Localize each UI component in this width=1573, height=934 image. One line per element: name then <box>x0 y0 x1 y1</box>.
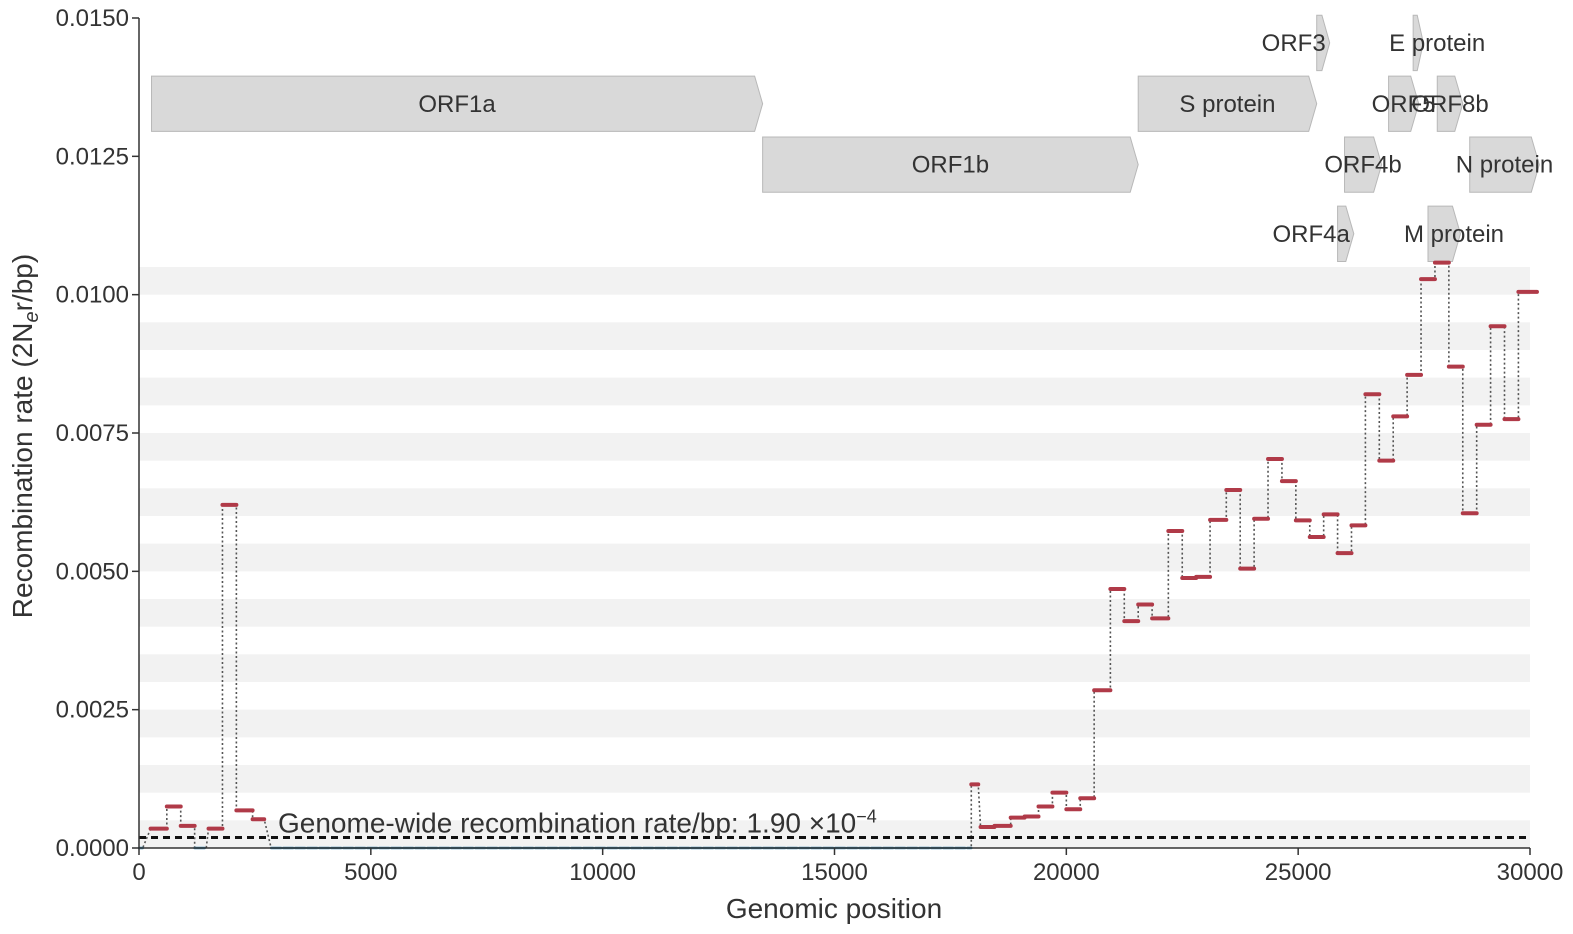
background-band <box>139 599 1530 627</box>
x-tick-label: 5000 <box>344 859 397 886</box>
y-tick-label: 0.0125 <box>56 143 129 170</box>
gene-arrow <box>1412 14 1424 72</box>
y-axis-title-tail: r/bp) <box>7 254 38 312</box>
background-band <box>139 433 1530 461</box>
y-axis-title-main: Recombination rate (2N <box>7 323 38 619</box>
background-band <box>139 709 1530 738</box>
y-tick-label: 0.0100 <box>56 282 129 309</box>
y-tick-label: 0.0075 <box>56 420 129 447</box>
y-tick-label: 0.0150 <box>56 5 129 32</box>
gene-label: S protein <box>1179 91 1275 118</box>
gene-label: ORF3 <box>1262 30 1326 57</box>
x-axis-title: Genomic position <box>726 893 942 924</box>
gene-arrow <box>151 75 764 132</box>
background-band <box>139 654 1530 682</box>
background-band <box>139 543 1530 572</box>
gene-annotations: ORF1a ORF1b S protein ORF3 E protein ORF5ORF8… <box>151 14 1553 262</box>
background-bands <box>139 267 1530 848</box>
x-tick-label: 25000 <box>1265 859 1332 886</box>
gene-label: E protein <box>1389 30 1485 57</box>
gene-label: ORF1a <box>418 91 496 118</box>
x-tick-label: 10000 <box>569 859 636 886</box>
y-ticks: 0.0000 0.0025 0.0050 0.0075 0.0100 0.0125 0.01… <box>56 5 139 862</box>
gene-arrow <box>1388 75 1420 132</box>
y-tick-label: 0.0050 <box>56 558 129 585</box>
y-axis-title-subscript: e <box>21 311 43 322</box>
gene-label: N protein <box>1456 152 1553 179</box>
gene-label: M protein <box>1404 221 1504 248</box>
x-tick-label: 20000 <box>1033 859 1100 886</box>
gene-arrow <box>1436 75 1464 132</box>
gene-arrow <box>762 136 1139 193</box>
gene-arrow <box>1337 205 1355 262</box>
x-tick-label: 30000 <box>1497 859 1564 886</box>
y-tick-label: 0.0025 <box>56 697 129 724</box>
background-band <box>139 377 1530 406</box>
gene-label: ORF1b <box>912 152 989 179</box>
background-band <box>139 267 1530 295</box>
gene-arrow <box>1137 75 1318 132</box>
y-axis-title: Recombination rate (2Ner/bp) <box>7 254 43 618</box>
gene-label: ORF8b <box>1411 91 1488 118</box>
y-tick-label: 0.0000 <box>56 835 129 862</box>
gene-label: ORF4a <box>1272 221 1350 248</box>
background-band <box>139 820 1530 848</box>
genome-wide-rate: Genome-wide recombination rate/bp: 1.90 … <box>139 806 1530 839</box>
gene-label: ORF5 <box>1372 91 1436 118</box>
gene-arrow <box>1344 136 1383 193</box>
gene-arrow <box>1427 205 1461 262</box>
gene-label: ORF4b <box>1324 152 1401 179</box>
genome-wide-label: Genome-wide recombination rate/bp: 1.90 … <box>278 806 877 838</box>
x-ticks: 0 5000 10000 15000 20000 25000 30000 <box>132 848 1563 886</box>
gene-arrow <box>1469 136 1540 193</box>
x-tick-label: 0 <box>132 859 145 886</box>
x-tick-label: 15000 <box>801 859 868 886</box>
gene-arrow <box>1316 14 1331 72</box>
background-band <box>139 322 1530 350</box>
background-band <box>139 488 1530 516</box>
background-band <box>139 765 1530 793</box>
